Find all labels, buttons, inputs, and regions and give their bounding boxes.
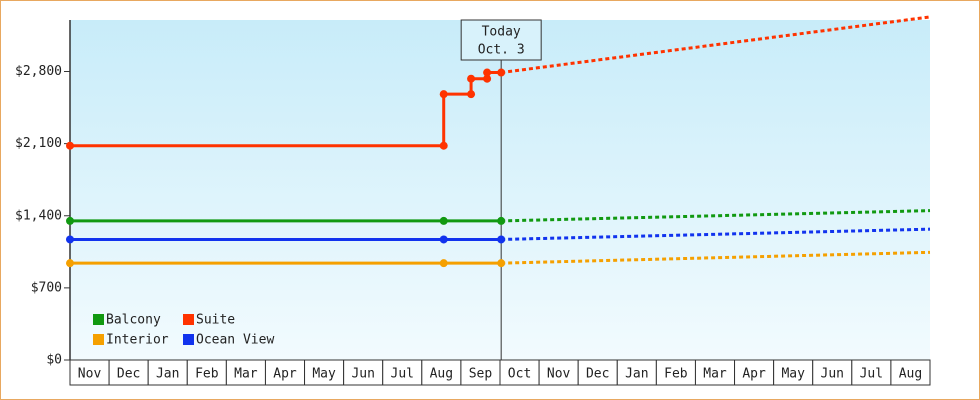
x-tick-box [577, 359, 618, 386]
x-tick-label: Jan [156, 367, 179, 382]
point [439, 235, 448, 244]
point [483, 68, 492, 77]
x-tick-label: Mar [234, 367, 258, 382]
point [439, 141, 448, 150]
x-tick-box [264, 359, 306, 386]
x-tick-box [421, 359, 462, 386]
x-tick-label: Apr [273, 367, 297, 382]
x-tick-box [851, 359, 892, 386]
point [439, 216, 448, 225]
x-tick-box [694, 359, 736, 386]
x-tick-box [343, 359, 384, 386]
legend-label: Balcony [106, 313, 161, 328]
projection-line [501, 209, 931, 223]
point [66, 216, 74, 225]
point [66, 235, 74, 244]
point [497, 68, 506, 77]
x-tick-label: Jun [351, 367, 374, 382]
x-tick-box [460, 359, 501, 386]
projection-line [501, 227, 931, 241]
today-label: Today [482, 25, 521, 40]
x-tick-label: May [781, 367, 805, 382]
x-tick-label: Jul [860, 367, 883, 382]
x-tick-box [304, 359, 345, 386]
legend-label: Interior [106, 333, 169, 348]
legend-swatch [93, 314, 104, 325]
x-tick-box [225, 359, 266, 386]
x-tick-label: Dec [586, 367, 609, 382]
point [497, 216, 506, 225]
x-tick-label: Nov [547, 367, 571, 382]
point [467, 90, 476, 99]
plot-area [70, 20, 930, 360]
x-tick-box [499, 359, 540, 386]
point [497, 259, 506, 268]
today-label: Oct. 3 [478, 43, 525, 58]
point [66, 259, 74, 268]
x-tick-label: Feb [664, 367, 688, 382]
x-tick-label: Oct [508, 367, 531, 382]
point [497, 235, 506, 244]
legend-label: Suite [196, 313, 235, 328]
projection-line [501, 250, 931, 265]
x-tick-label: Sep [469, 367, 493, 382]
x-tick-box [538, 359, 579, 386]
point [483, 74, 492, 83]
x-tick-label: Mar [703, 367, 727, 382]
point [467, 74, 476, 83]
x-tick-label: Jun [821, 367, 844, 382]
projection-line [500, 15, 931, 75]
point [439, 259, 448, 268]
x-tick-label: Apr [742, 367, 766, 382]
x-tick-label: Nov [78, 367, 102, 382]
x-tick-box [734, 359, 775, 386]
x-tick-label: Jan [625, 367, 648, 382]
x-tick-label: Jul [391, 367, 414, 382]
y-tick-label: $0 [46, 353, 62, 368]
y-tick-label: $2,800 [15, 64, 62, 79]
x-tick-box [655, 359, 696, 386]
legend-swatch [183, 314, 194, 325]
x-tick-box [69, 359, 110, 386]
x-tick-box [773, 359, 814, 386]
point [439, 90, 448, 99]
legend-swatch [93, 334, 104, 345]
point [66, 141, 74, 150]
x-tick-label: Feb [195, 367, 219, 382]
y-tick-label: $700 [31, 280, 62, 295]
today-box [460, 19, 542, 61]
legend-label: Ocean View [196, 333, 274, 348]
x-tick-box [616, 359, 657, 386]
x-tick-label: May [312, 367, 336, 382]
x-tick-label: Aug [899, 367, 922, 382]
x-tick-box [890, 359, 931, 386]
y-tick-label: $1,400 [15, 208, 62, 223]
y-tick-label: $2,100 [15, 136, 62, 151]
x-tick-label: Dec [117, 367, 140, 382]
legend-swatch [183, 334, 194, 345]
x-tick-label: Aug [430, 367, 453, 382]
